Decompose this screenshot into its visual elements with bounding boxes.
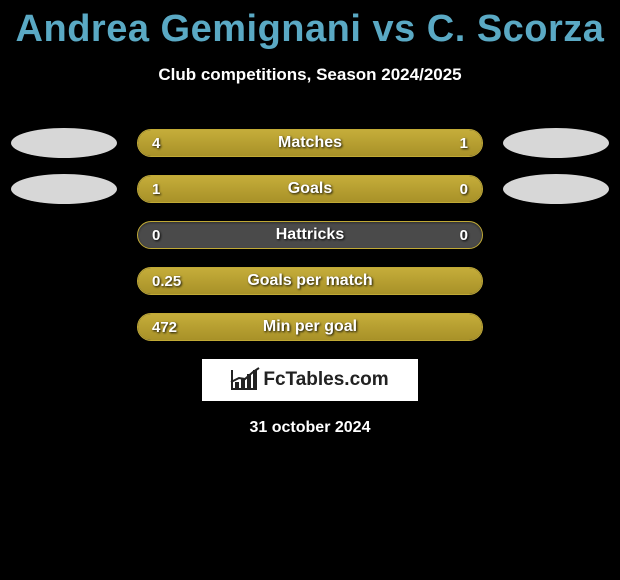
player-left-ellipse-icon [11, 128, 117, 158]
stat-label: Matches [138, 130, 482, 156]
spacer [503, 266, 609, 296]
stat-row-goals-per-match: 0.25 Goals per match [0, 267, 620, 295]
stat-label: Hattricks [138, 222, 482, 248]
stat-bar-hattricks: 0 Hattricks 0 [137, 221, 483, 249]
spacer [11, 266, 117, 296]
spacer [11, 220, 117, 250]
bar-chart-icon [231, 370, 257, 390]
spacer [503, 220, 609, 250]
player-right-ellipse-icon [503, 174, 609, 204]
stat-row-hattricks: 0 Hattricks 0 [0, 221, 620, 249]
stat-label: Goals per match [138, 268, 482, 294]
stat-row-goals: 1 Goals 0 [0, 175, 620, 203]
stat-label: Goals [138, 176, 482, 202]
stat-row-min-per-goal: 472 Min per goal [0, 313, 620, 341]
stat-bar-matches: 4 Matches 1 [137, 129, 483, 157]
stat-right-value: 0 [460, 176, 468, 202]
player-left-ellipse-icon [11, 174, 117, 204]
stat-bar-goals: 1 Goals 0 [137, 175, 483, 203]
logo-text: FcTables.com [263, 369, 388, 391]
stat-right-value: 0 [460, 222, 468, 248]
stat-label: Min per goal [138, 314, 482, 340]
date-label: 31 october 2024 [0, 419, 620, 437]
stat-bar-min-per-goal: 472 Min per goal [137, 313, 483, 341]
spacer [11, 312, 117, 342]
subtitle: Club competitions, Season 2024/2025 [0, 65, 620, 85]
stats-container: 4 Matches 1 1 Goals 0 0 Hattricks 0 [0, 129, 620, 341]
stat-bar-goals-per-match: 0.25 Goals per match [137, 267, 483, 295]
stat-row-matches: 4 Matches 1 [0, 129, 620, 157]
stat-right-value: 1 [460, 130, 468, 156]
player-right-ellipse-icon [503, 128, 609, 158]
fctables-logo[interactable]: FcTables.com [202, 359, 418, 401]
page-title: Andrea Gemignani vs C. Scorza [0, 0, 620, 51]
spacer [503, 312, 609, 342]
